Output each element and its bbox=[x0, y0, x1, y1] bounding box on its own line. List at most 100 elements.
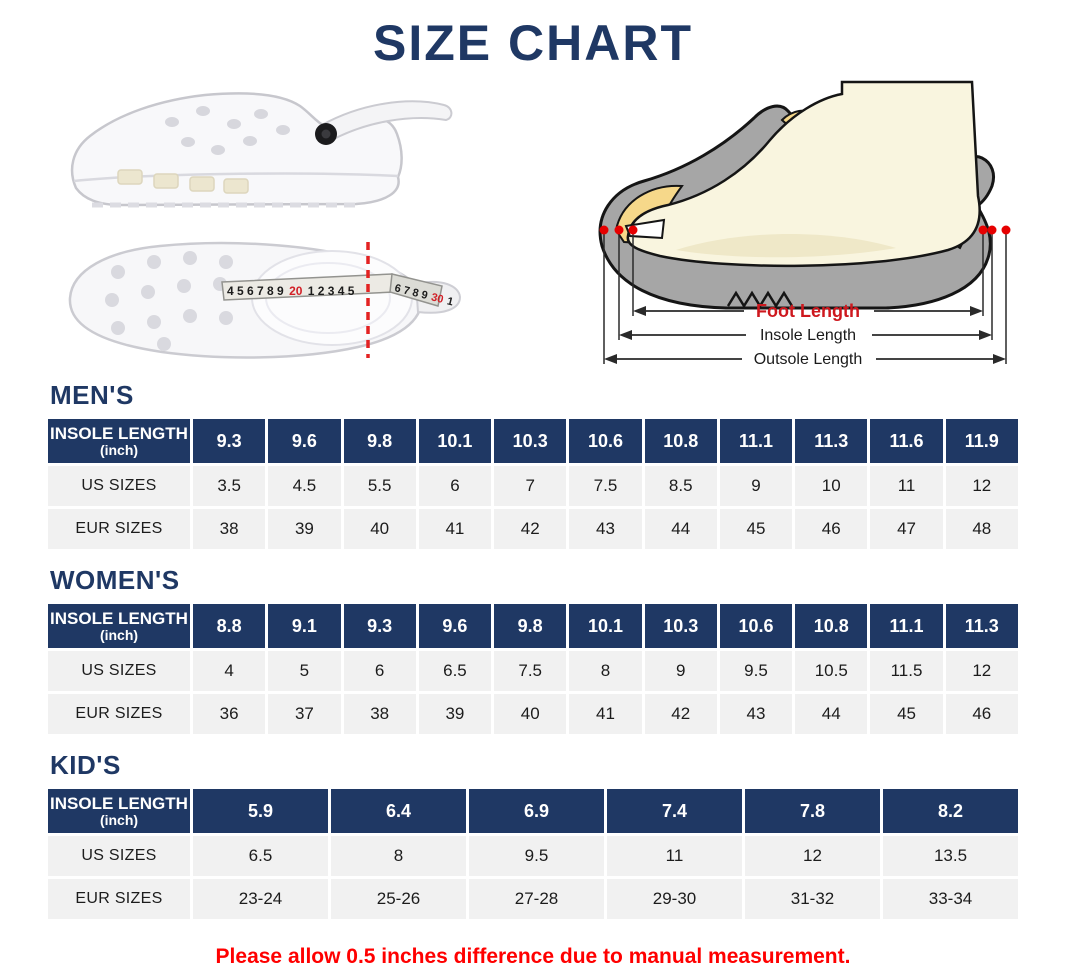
size-section-mens: MEN'S INSOLE LENGTH (inch) 9.3 9.6 9.8 10.1 10.… bbox=[48, 380, 1018, 549]
clog-photos: 4 5 6 7 8 9 20 1 2 3 4 5 6 7 8 9 30 1 bbox=[56, 78, 468, 366]
page-title: SIZE CHART bbox=[373, 15, 693, 71]
table-header-row: INSOLE LENGTH (inch) 9.3 9.6 9.8 10.1 10.3 10.6… bbox=[48, 419, 1018, 463]
foot-in-shoe-illustration: Foot Length Insole Length Outsole Length bbox=[598, 80, 1011, 368]
us-sizes-value-cell: 11 bbox=[870, 466, 943, 506]
side-vent-slots bbox=[116, 169, 249, 194]
insole-value-cell: 10.3 bbox=[494, 419, 567, 463]
section-heading-mens: MEN'S bbox=[50, 380, 134, 410]
us-sizes-value-cell: 6.5 bbox=[418, 651, 492, 691]
insole-value-cell: 10.8 bbox=[795, 604, 868, 648]
clog-top-view-illustration: 4 5 6 7 8 9 20 1 2 3 4 5 6 7 8 9 30 1 bbox=[68, 241, 461, 359]
size-tables: MEN'S INSOLE LENGTH (inch) 9.3 9.6 9.8 10.1 10.… bbox=[0, 380, 1066, 919]
eur-sizes-value-cell: 37 bbox=[268, 694, 341, 734]
insole-length-unit-text: (inch) bbox=[99, 441, 139, 458]
insole-value-cell: 10.1 bbox=[418, 419, 492, 463]
eur-sizes-value-cell: 44 bbox=[795, 694, 868, 734]
eur-sizes-value-cell: 44 bbox=[644, 509, 717, 549]
eur-sizes-value-cell: 45 bbox=[870, 694, 943, 734]
us-sizes-value-cell: 3.5 bbox=[193, 466, 266, 506]
tape-mark-30: 30 bbox=[429, 291, 444, 306]
eur-sizes-value-cell: 40 bbox=[494, 694, 567, 734]
eur-sizes-value-cell: 29-30 bbox=[607, 879, 742, 919]
us-sizes-value-cell: 7 bbox=[494, 466, 567, 506]
us-sizes-value-cell: 13.5 bbox=[883, 836, 1018, 876]
clog-heel-strap bbox=[320, 100, 452, 142]
insole-length-unit-text: (inch) bbox=[99, 811, 139, 828]
insole-value-cell: 8.8 bbox=[193, 604, 266, 648]
insole-value-cell: 7.4 bbox=[607, 789, 742, 833]
insole-length-label: Insole Length bbox=[760, 327, 856, 344]
insole-value-cell: 10.1 bbox=[569, 604, 642, 648]
eur-sizes-value-cell: 41 bbox=[418, 509, 492, 549]
foot-length-label: Foot Length bbox=[756, 301, 860, 321]
us-sizes-value-cell: 10 bbox=[795, 466, 868, 506]
eur-sizes-value-cell: 25-26 bbox=[331, 879, 466, 919]
eur-sizes-value-cell: 39 bbox=[418, 694, 492, 734]
size-table-kids: INSOLE LENGTH (inch) 5.9 6.4 6.9 7.4 7.8 8.2 US … bbox=[48, 789, 1018, 919]
us-sizes-value-cell: 6 bbox=[343, 651, 416, 691]
insole-value-cell: 9.8 bbox=[494, 604, 567, 648]
foot-length-arrow bbox=[633, 306, 983, 316]
us-sizes-value-cell: 12 bbox=[745, 836, 880, 876]
eur-sizes-value-cell: 39 bbox=[268, 509, 341, 549]
eur-sizes-value-cell: 46 bbox=[795, 509, 868, 549]
tape-number-last: 1 bbox=[445, 295, 454, 308]
clog-side-view-illustration bbox=[70, 92, 452, 208]
measurement-point-dots bbox=[599, 225, 1011, 235]
row-label-eur-sizes: EUR SIZES bbox=[48, 879, 190, 919]
clog-sole-line bbox=[73, 172, 398, 183]
section-heading-womens: WOMEN'S bbox=[50, 565, 180, 595]
us-sizes-value-cell: 11.5 bbox=[870, 651, 943, 691]
insole-value-cell: 6.9 bbox=[469, 789, 604, 833]
eur-sizes-value-cell: 41 bbox=[569, 694, 642, 734]
eur-sizes-value-cell: 48 bbox=[945, 509, 1018, 549]
strap-rivet-highlight bbox=[321, 129, 330, 139]
measurement-note: Please allow 0.5 inches difference due t… bbox=[215, 945, 851, 968]
outsole-length-label: Outsole Length bbox=[754, 351, 863, 368]
measurement-guides bbox=[603, 234, 1007, 364]
insole-value-cell: 9.3 bbox=[343, 604, 416, 648]
insole-value-cell: 9.1 bbox=[268, 604, 341, 648]
insole-value-cell: 9.8 bbox=[343, 419, 416, 463]
us-sizes-value-cell: 12 bbox=[945, 651, 1018, 691]
eur-sizes-value-cell: 36 bbox=[193, 694, 266, 734]
us-sizes-value-cell: 6 bbox=[418, 466, 492, 506]
row-label-eur-sizes: EUR SIZES bbox=[48, 509, 190, 549]
table-row-us-sizes: US SIZES 4 5 6 6.5 7.5 8 9 9.5 10.5 11.5 12 bbox=[48, 651, 1018, 691]
outsole-length-arrow bbox=[604, 354, 1006, 364]
insole-value-cell: 9.6 bbox=[268, 419, 341, 463]
eur-sizes-value-cell: 31-32 bbox=[745, 879, 880, 919]
eur-sizes-value-cell: 43 bbox=[719, 694, 793, 734]
table-row-us-sizes: US SIZES 6.5 8 9.5 11 12 13.5 bbox=[48, 836, 1018, 876]
row-label-eur-sizes: EUR SIZES bbox=[48, 694, 190, 734]
eur-sizes-value-cell: 38 bbox=[343, 694, 416, 734]
us-sizes-value-cell: 11 bbox=[607, 836, 742, 876]
table-header-row: INSOLE LENGTH (inch) 5.9 6.4 6.9 7.4 7.8 8.2 bbox=[48, 789, 1018, 833]
insole-value-cell: 11.9 bbox=[945, 419, 1018, 463]
table-header-row: INSOLE LENGTH (inch) 8.8 9.1 9.3 9.6 9.8 10.1 10… bbox=[48, 604, 1018, 648]
insole-value-cell: 11.3 bbox=[795, 419, 868, 463]
us-sizes-value-cell: 4.5 bbox=[268, 466, 341, 506]
eur-sizes-value-cell: 47 bbox=[870, 509, 943, 549]
insole-value-cell: 10.6 bbox=[569, 419, 642, 463]
us-sizes-value-cell: 7.5 bbox=[494, 651, 567, 691]
foot-and-leg bbox=[626, 80, 981, 268]
insole-length-arrow bbox=[619, 330, 992, 340]
us-sizes-value-cell: 9.5 bbox=[469, 836, 604, 876]
eur-sizes-value-cell: 33-34 bbox=[883, 879, 1018, 919]
us-sizes-value-cell: 5.5 bbox=[343, 466, 416, 506]
size-section-womens: WOMEN'S INSOLE LENGTH (inch) 8.8 9.1 9.3 9.6 9.… bbox=[48, 565, 1018, 734]
row-label-us-sizes: US SIZES bbox=[48, 466, 190, 506]
row-label-insole-length: INSOLE LENGTH (inch) bbox=[48, 604, 190, 648]
insole-value-cell: 6.4 bbox=[331, 789, 466, 833]
insole-value-cell: 11.1 bbox=[719, 419, 793, 463]
row-label-us-sizes: US SIZES bbox=[48, 651, 190, 691]
us-sizes-value-cell: 8 bbox=[331, 836, 466, 876]
size-section-kids: KID'S INSOLE LENGTH (inch) 5.9 6.4 6.9 7.4 7.8 8… bbox=[48, 750, 1018, 919]
us-sizes-value-cell: 5 bbox=[268, 651, 341, 691]
us-sizes-value-cell: 6.5 bbox=[193, 836, 328, 876]
insole-value-cell: 9.6 bbox=[418, 604, 492, 648]
insole-length-unit-text: (inch) bbox=[99, 626, 139, 643]
tape-numbers-left: 4 5 6 7 8 9 bbox=[227, 284, 284, 298]
